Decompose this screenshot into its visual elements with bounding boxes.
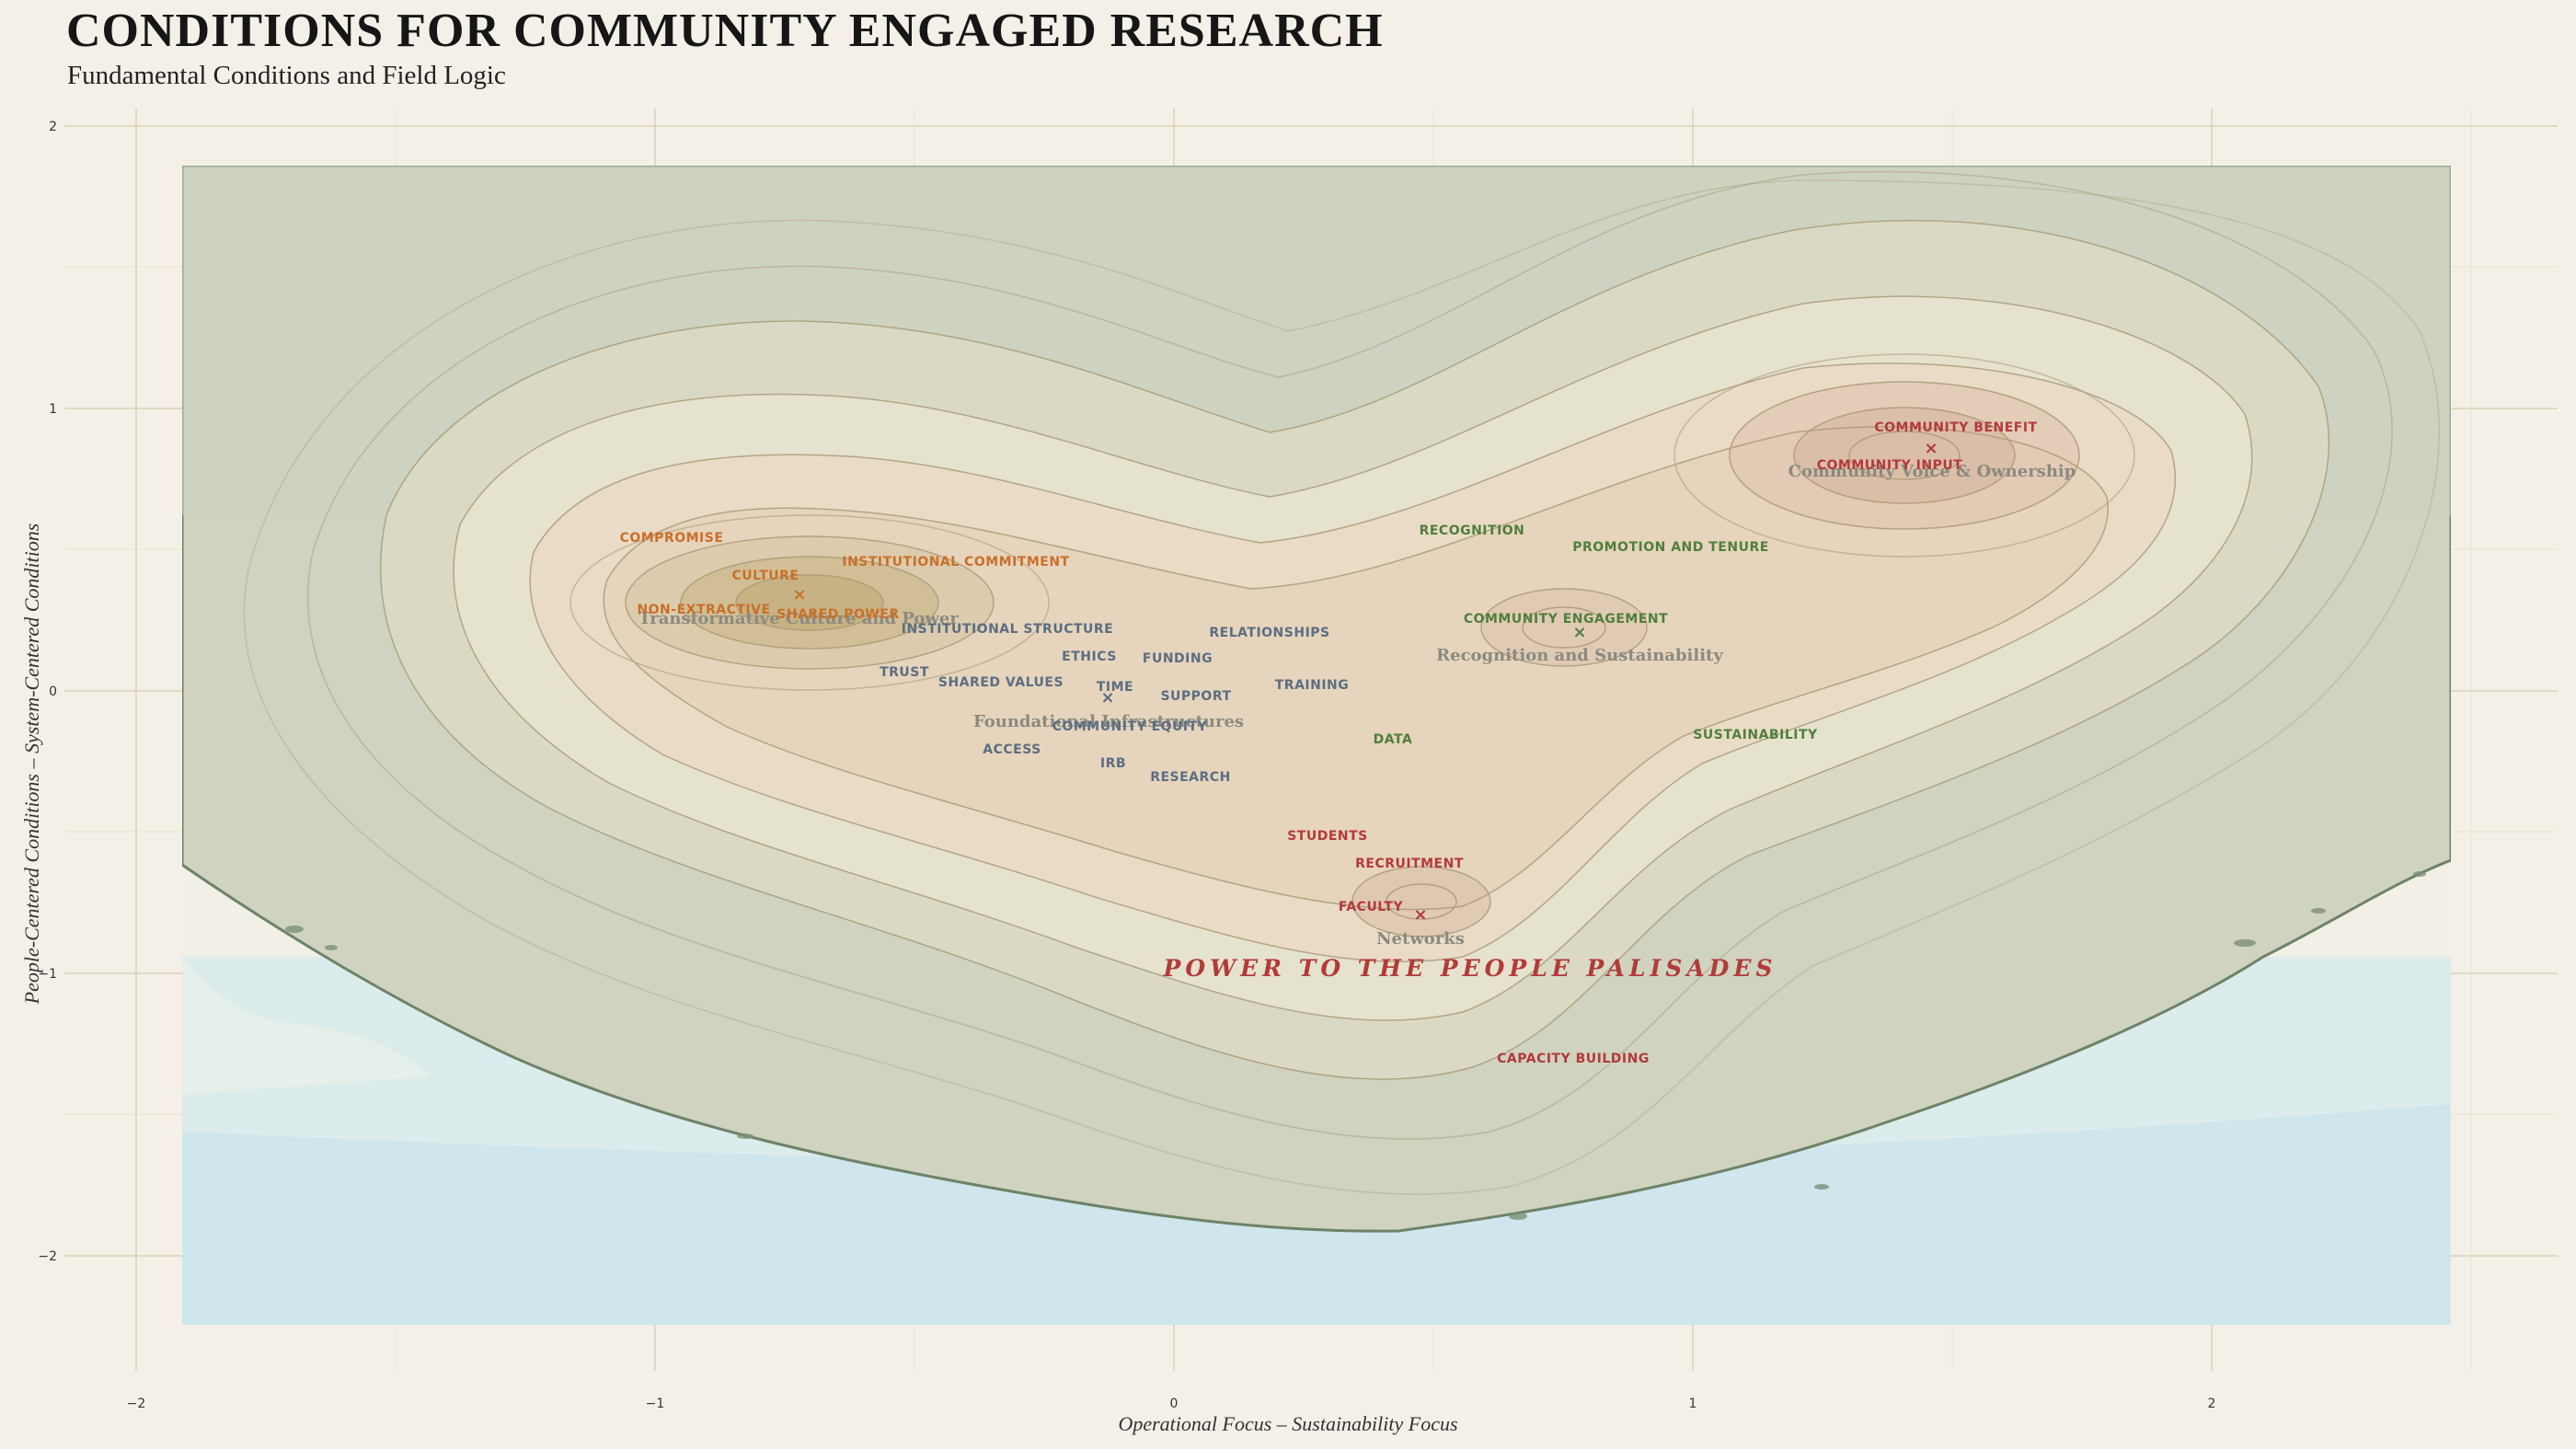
region-foundational: Foundational Infrastructures <box>973 712 1244 731</box>
label-relationships: RELATIONSHIPS <box>1209 626 1329 640</box>
x-tick: −1 <box>646 1397 665 1411</box>
y-tick: 1 <box>49 402 57 417</box>
label-capacity-building: CAPACITY BUILDING <box>1497 1052 1650 1066</box>
label-shared-power: SHARED POWER <box>776 607 899 622</box>
x-tick: 1 <box>1689 1397 1697 1411</box>
x-tick: 0 <box>1170 1397 1179 1411</box>
region-transformative: Transformative Culture and Power <box>638 609 959 628</box>
labels-voice-networks: COMMUNITY BENEFIT COMMUNITY INPUT STUDEN… <box>1287 420 2037 1066</box>
region-recognition: Recognition and Sustainability <box>1436 646 1723 665</box>
feature-title: POWER TO THE PEOPLE PALISADES <box>1163 955 1777 982</box>
label-data: DATA <box>1374 732 1413 747</box>
label-research: RESEARCH <box>1150 770 1231 785</box>
page-subtitle: Fundamental Conditions and Field Logic <box>67 61 506 90</box>
label-trust: TRUST <box>880 665 929 680</box>
label-faculty: FACULTY <box>1339 900 1404 914</box>
y-axis-title: People-Centered Conditions – System-Cent… <box>20 523 43 1005</box>
x-tick: 2 <box>2208 1397 2216 1411</box>
region-labels: Transformative Culture and Power Foundat… <box>638 462 2076 949</box>
label-community-engagement: COMMUNITY ENGAGEMENT <box>1464 612 1668 627</box>
peak-marker-foundational: × <box>1100 688 1114 707</box>
y-tick: 0 <box>49 684 57 699</box>
peak-marker-transformative: × <box>792 585 806 604</box>
label-sustainability: SUSTAINABILITY <box>1693 728 1818 742</box>
label-time: TIME <box>1097 680 1133 695</box>
label-institutional-structure: INSTITUTIONAL STRUCTURE <box>902 622 1114 637</box>
y-tick: 2 <box>49 120 57 134</box>
terrain <box>182 166 2451 1325</box>
label-access: ACCESS <box>983 742 1041 757</box>
label-community-input: COMMUNITY INPUT <box>1817 458 1963 473</box>
label-funding: FUNDING <box>1143 651 1213 666</box>
x-axis: −2 −1 0 1 2 <box>127 1397 2216 1411</box>
y-tick: −2 <box>38 1249 57 1264</box>
label-support: SUPPORT <box>1160 689 1231 704</box>
page-title: CONDITIONS FOR COMMUNITY ENGAGED RESEARC… <box>66 5 1384 57</box>
label-community-benefit: COMMUNITY BENEFIT <box>1874 420 2037 435</box>
labels-transformative: COMPROMISE CULTURE INSTITUTIONAL COMMITM… <box>620 531 1070 622</box>
label-ethics: ETHICS <box>1062 650 1117 664</box>
y-tick: −1 <box>38 967 57 982</box>
label-recruitment: RECRUITMENT <box>1355 857 1464 871</box>
peak-marker-voice: × <box>1924 439 1938 458</box>
y-axis: 2 1 0 −1 −2 <box>38 120 57 1264</box>
label-students: STUDENTS <box>1287 829 1368 844</box>
label-promotion-tenure: PROMOTION AND TENURE <box>1572 540 1769 555</box>
region-networks: Networks <box>1376 929 1465 949</box>
label-training: TRAINING <box>1275 678 1350 693</box>
label-non-extractive: NON-EXTRACTIVE <box>637 603 770 617</box>
region-voice: Community Voice & Ownership <box>1788 462 2076 481</box>
label-shared-values: SHARED VALUES <box>938 675 1064 690</box>
labels-recognition: DATA RECOGNITION PROMOTION AND TENURE CO… <box>1374 523 1818 747</box>
x-tick: −2 <box>127 1397 146 1411</box>
label-culture: CULTURE <box>731 569 799 583</box>
label-institutional-commitment: INSTITUTIONAL COMMITMENT <box>842 555 1069 569</box>
label-recognition: RECOGNITION <box>1420 523 1525 538</box>
label-community-equity: COMMUNITY EQUITY <box>1052 719 1208 734</box>
peak-markers: × × × × × <box>792 439 1938 925</box>
peak-marker-networks: × <box>1413 905 1427 925</box>
label-irb: IRB <box>1100 756 1126 771</box>
peak-marker-recognition: × <box>1572 623 1586 642</box>
x-axis-title: Operational Focus – Sustainability Focus <box>1118 1412 1458 1435</box>
label-compromise: COMPROMISE <box>620 531 724 546</box>
labels-foundational: INSTITUTIONAL STRUCTURE ETHICS FUNDING R… <box>880 622 1349 785</box>
